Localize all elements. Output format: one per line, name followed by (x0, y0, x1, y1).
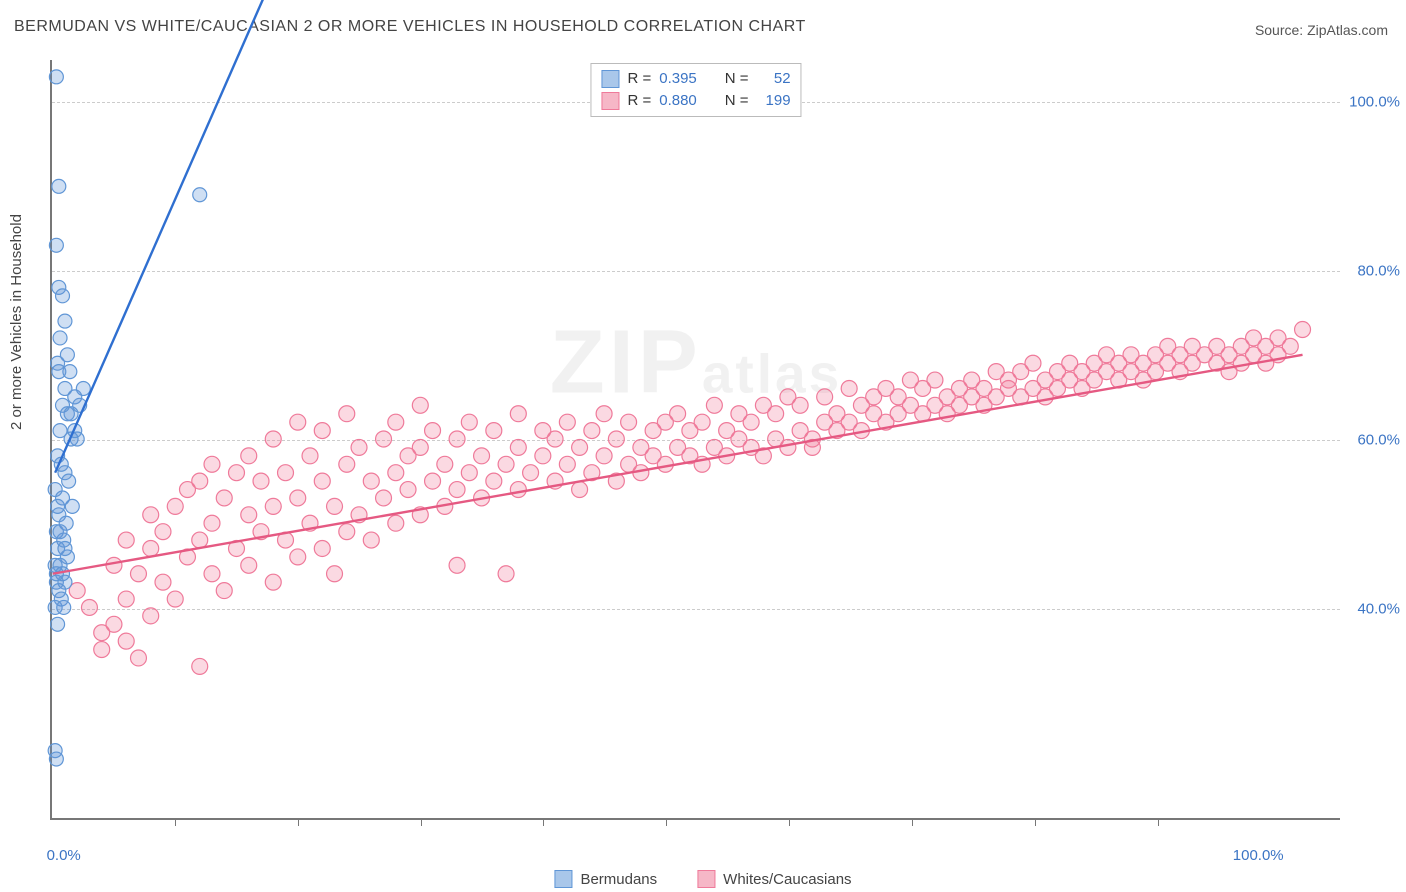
swatch-pink (697, 870, 715, 888)
x-tick (912, 818, 913, 826)
n-value: 199 (757, 90, 791, 112)
scatter-plot-area: ZIPatlas R = 0.395 N = 52 R = 0.880 N = … (50, 60, 1340, 820)
y-tick-label: 100.0% (1345, 94, 1400, 111)
r-value: 0.880 (659, 90, 697, 112)
legend-item-blue: Bermudans (554, 870, 657, 888)
n-label: N = (725, 90, 749, 112)
source-label: Source: (1255, 22, 1307, 38)
x-tick-label: 100.0% (1233, 847, 1284, 864)
stats-row-pink: R = 0.880 N = 199 (601, 90, 790, 112)
x-tick (421, 818, 422, 826)
source-attribution: Source: ZipAtlas.com (1255, 22, 1388, 38)
r-value: 0.395 (659, 68, 697, 90)
x-tick (175, 818, 176, 826)
legend-item-pink: Whites/Caucasians (697, 870, 851, 888)
x-tick (666, 818, 667, 826)
y-tick-label: 60.0% (1345, 432, 1400, 449)
bottom-legend: Bermudans Whites/Caucasians (554, 870, 851, 888)
r-label: R = (627, 68, 651, 90)
x-tick (1035, 818, 1036, 826)
swatch-pink (601, 92, 619, 110)
x-tick (543, 818, 544, 826)
n-value: 52 (757, 68, 791, 90)
x-tick (298, 818, 299, 826)
swatch-blue (601, 70, 619, 88)
y-tick-label: 80.0% (1345, 263, 1400, 280)
y-tick-label: 40.0% (1345, 600, 1400, 617)
source-value: ZipAtlas.com (1307, 22, 1388, 38)
x-tick (789, 818, 790, 826)
n-label: N = (725, 68, 749, 90)
x-tick-label: 0.0% (47, 847, 81, 864)
r-label: R = (627, 90, 651, 112)
stats-row-blue: R = 0.395 N = 52 (601, 68, 790, 90)
correlation-stats-box: R = 0.395 N = 52 R = 0.880 N = 199 (590, 63, 801, 117)
y-axis-label: 2 or more Vehicles in Household (8, 214, 25, 430)
chart-title: BERMUDAN VS WHITE/CAUCASIAN 2 OR MORE VE… (14, 18, 806, 36)
legend-label-blue: Bermudans (580, 871, 657, 888)
legend-label-pink: Whites/Caucasians (723, 871, 851, 888)
scatter-svg (52, 60, 1340, 818)
swatch-blue (554, 870, 572, 888)
x-tick (1158, 818, 1159, 826)
